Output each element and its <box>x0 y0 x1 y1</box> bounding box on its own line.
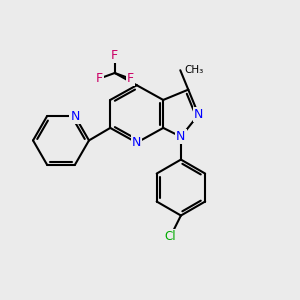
Text: CH₃: CH₃ <box>185 65 204 75</box>
Text: N: N <box>132 136 141 149</box>
Text: Cl: Cl <box>164 230 176 243</box>
Text: N: N <box>70 110 80 123</box>
Text: F: F <box>127 72 134 85</box>
Text: F: F <box>111 49 118 62</box>
Text: N: N <box>194 108 203 121</box>
Text: F: F <box>96 72 103 85</box>
Text: N: N <box>176 130 186 143</box>
